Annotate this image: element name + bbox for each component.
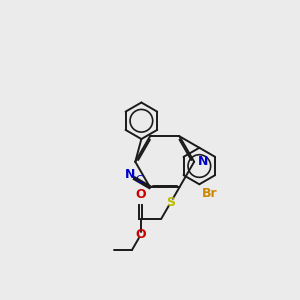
Text: C: C <box>136 175 143 185</box>
Text: O: O <box>135 228 146 241</box>
Text: O: O <box>135 188 146 201</box>
Text: N: N <box>198 155 208 168</box>
Text: N: N <box>124 167 135 181</box>
Text: S: S <box>167 196 176 208</box>
Text: Br: Br <box>202 187 217 200</box>
